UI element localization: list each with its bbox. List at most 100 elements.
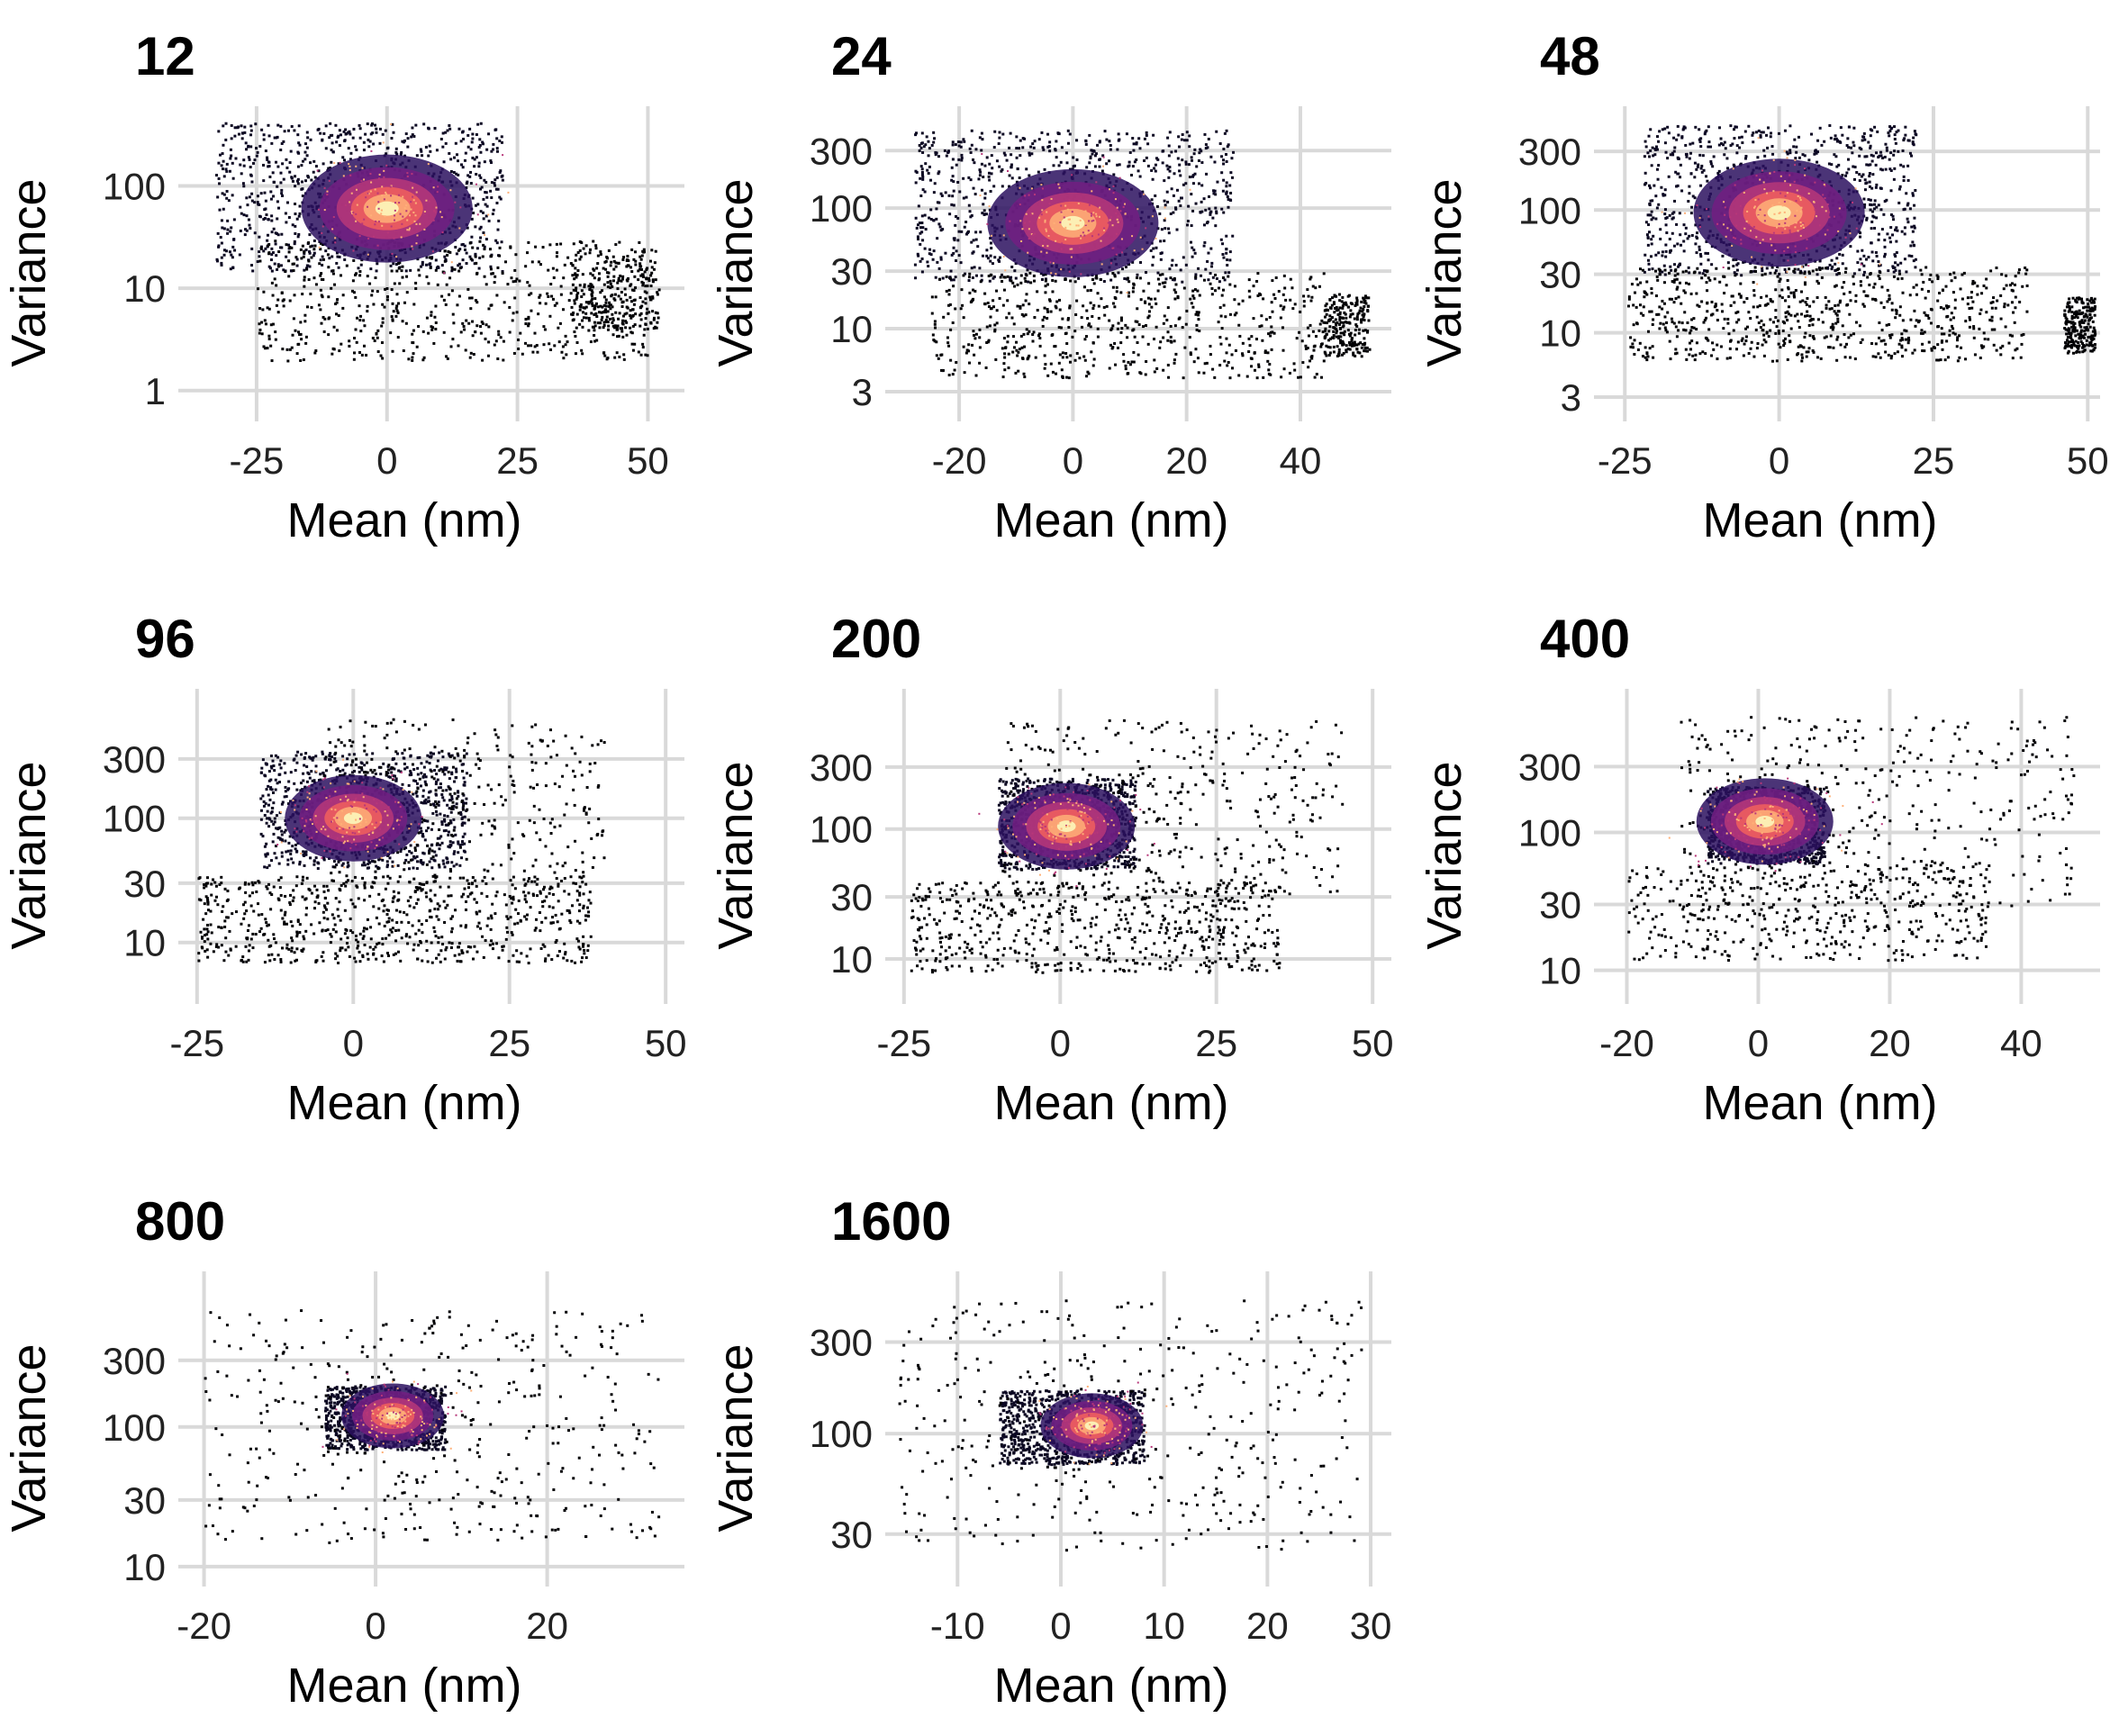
density-point	[425, 256, 429, 259]
density-point	[971, 251, 974, 255]
density-point	[323, 186, 326, 189]
density-point	[605, 257, 609, 260]
density-point	[360, 353, 364, 357]
density-point	[1016, 304, 1019, 308]
density-point	[463, 248, 466, 251]
density-point	[937, 155, 940, 158]
density-point	[302, 358, 305, 362]
density-point	[1896, 263, 1899, 267]
density-point	[385, 286, 389, 290]
density-point	[1192, 249, 1196, 252]
density-point	[1105, 304, 1109, 308]
density-point	[593, 313, 596, 317]
density-point	[1646, 151, 1650, 155]
density-point	[249, 166, 252, 169]
density-point	[1003, 356, 1007, 359]
density-point	[377, 177, 380, 180]
density-point	[1732, 265, 1735, 268]
density-point	[1088, 220, 1091, 222]
density-point	[284, 212, 287, 215]
density-point	[961, 303, 964, 307]
density-point	[306, 136, 310, 140]
density-point	[1691, 194, 1695, 198]
density-point	[1332, 320, 1336, 323]
density-point	[1906, 178, 1910, 182]
density-point	[528, 293, 531, 296]
density-point	[461, 242, 465, 246]
density-point	[998, 256, 1001, 259]
density-point	[490, 303, 494, 307]
density-point	[434, 268, 438, 272]
density-point	[1355, 315, 1359, 319]
density-point	[293, 129, 296, 132]
density-point	[1138, 371, 1142, 375]
density-point	[1339, 331, 1343, 335]
density-point	[1638, 267, 1642, 271]
density-point	[1146, 164, 1150, 167]
density-point	[1271, 310, 1274, 313]
density-point	[1043, 354, 1046, 357]
density-point	[1212, 189, 1216, 193]
density-point	[1021, 303, 1025, 307]
density-point	[1742, 260, 1745, 264]
density-point	[314, 349, 318, 353]
density-point	[928, 216, 931, 220]
density-point	[1069, 279, 1073, 283]
density-point	[921, 239, 925, 242]
density-point	[231, 266, 235, 269]
density-point	[645, 267, 648, 271]
density-point	[973, 193, 977, 196]
density-point	[330, 269, 333, 273]
density-point	[1659, 237, 1662, 240]
density-point	[1662, 322, 1665, 326]
density-point	[1944, 285, 1948, 288]
density-point	[502, 358, 505, 362]
density-point	[1147, 282, 1151, 285]
density-point	[1032, 146, 1036, 149]
density-point	[291, 262, 294, 266]
density-point	[1163, 285, 1166, 288]
density-point	[1770, 145, 1774, 149]
density-point	[1002, 288, 1006, 292]
density-point	[477, 165, 481, 168]
density-point	[1128, 150, 1132, 154]
density-point	[1672, 244, 1676, 248]
density-point	[1782, 339, 1786, 343]
density-point	[1197, 311, 1200, 314]
density-point	[599, 250, 602, 254]
density-point	[1849, 146, 1852, 149]
density-point	[375, 127, 378, 131]
density-point	[1192, 152, 1196, 156]
density-point	[1675, 138, 1679, 141]
density-point	[280, 141, 284, 145]
density-point	[613, 324, 617, 328]
density-point	[641, 284, 645, 287]
density-point	[1871, 173, 1875, 176]
density-point	[1077, 202, 1080, 204]
density-point	[343, 158, 347, 162]
x-tick-label: 20	[1165, 439, 1208, 482]
density-point	[932, 219, 936, 222]
density-point	[1237, 303, 1241, 306]
density-point	[394, 306, 398, 310]
density-point	[590, 293, 593, 296]
density-point	[457, 262, 461, 266]
density-point	[1979, 312, 1982, 315]
density-point	[953, 368, 956, 372]
density-point	[1865, 216, 1869, 220]
density-point	[356, 316, 359, 320]
density-point	[1098, 165, 1101, 168]
density-point	[1990, 306, 1994, 310]
density-point	[935, 207, 938, 211]
density-point	[620, 290, 623, 294]
density-point	[391, 318, 394, 321]
density-point	[1174, 291, 1178, 294]
density-point	[1061, 317, 1064, 321]
density-point	[960, 153, 964, 157]
density-point	[1858, 146, 1861, 149]
density-point	[1145, 156, 1148, 159]
density-point	[1163, 179, 1166, 183]
density-point	[1086, 289, 1090, 293]
density-point	[489, 267, 493, 271]
density-point	[381, 194, 384, 197]
